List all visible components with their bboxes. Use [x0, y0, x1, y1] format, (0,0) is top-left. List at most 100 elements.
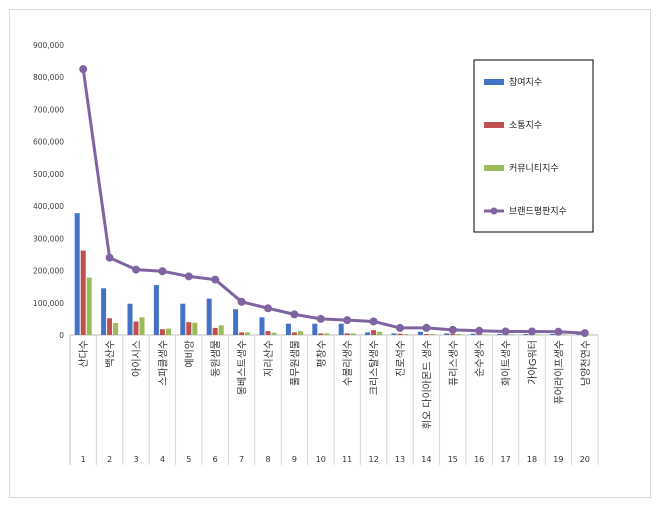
line-point [237, 297, 246, 306]
line-point [475, 326, 484, 335]
bar [101, 288, 107, 335]
bar [497, 334, 503, 335]
category-index: 8 [265, 455, 270, 464]
bar [429, 334, 435, 335]
bar [259, 317, 265, 335]
category-label: 동원샘물 [210, 340, 222, 377]
line-point [580, 329, 589, 338]
bar [350, 333, 356, 335]
line-point [501, 327, 510, 336]
y-tick-label: 900,000 [33, 41, 64, 50]
legend-label: 브랜드평판지수 [509, 206, 567, 217]
category-index: 17 [501, 455, 511, 464]
category-index: 15 [448, 455, 458, 464]
category-label: 남양천연수 [580, 340, 592, 386]
category-label: 퓨리스생수 [448, 340, 460, 386]
bar [549, 334, 555, 335]
bar [206, 298, 212, 335]
category-label: 진로석수 [395, 340, 407, 377]
bar [344, 333, 350, 335]
bar [86, 277, 92, 335]
category-label: 순수생수 [474, 340, 486, 377]
category-index: 9 [292, 455, 297, 464]
y-tick-label: 200,000 [33, 267, 64, 276]
bar [391, 333, 397, 335]
bar [509, 334, 515, 335]
y-tick-label: 400,000 [33, 202, 64, 211]
line-point [290, 310, 299, 319]
legend-swatch [484, 122, 504, 128]
legend-swatch [490, 207, 498, 215]
category-index: 11 [342, 455, 352, 464]
bar [588, 334, 594, 336]
bar [212, 327, 218, 335]
category-label: 산다수 [78, 340, 90, 368]
category-index: 2 [107, 455, 112, 464]
line-point [528, 327, 536, 336]
y-tick-label: 0 [59, 331, 64, 340]
chart-frame: 0 100,000 200,000 300,000 400,000 500,000 600,… [9, 9, 651, 498]
y-tick-label: 100,000 [33, 299, 64, 308]
bar [165, 328, 171, 335]
bar [423, 334, 429, 335]
y-tick-label: 300,000 [33, 234, 64, 243]
bar [523, 334, 529, 335]
category-label: 스파클생수 [157, 340, 169, 386]
category-index: 18 [527, 455, 537, 464]
category-label: 지리산수 [263, 340, 275, 377]
bar [561, 334, 567, 335]
line-point [422, 323, 431, 332]
bar [312, 323, 318, 335]
line-point [396, 323, 404, 332]
line-point [158, 267, 167, 276]
y-tick-label: 600,000 [33, 138, 64, 147]
legend-label: 커뮤니티지수 [509, 163, 559, 174]
category-label: 수볼리생수 [342, 340, 354, 386]
category-label: 크리스탈생수 [368, 340, 381, 395]
category-index: 6 [213, 455, 218, 464]
bar [482, 334, 488, 335]
bar [159, 329, 165, 335]
category-label: 평창수 [316, 340, 328, 368]
bar [285, 323, 291, 335]
bar [271, 332, 277, 335]
bar [291, 332, 297, 335]
bar [456, 334, 462, 335]
category-label: 아이시스 [131, 340, 143, 377]
line-point [105, 253, 114, 262]
bar [186, 322, 192, 335]
bar [239, 332, 245, 335]
bar [127, 303, 133, 335]
category-index: 19 [553, 455, 563, 464]
legend-swatch [484, 165, 504, 171]
bar [318, 333, 324, 335]
bar [107, 318, 113, 335]
bar [324, 333, 330, 335]
line-point [132, 265, 140, 274]
line-point [184, 272, 193, 281]
category-index: 7 [239, 455, 244, 464]
legend-box [473, 59, 594, 233]
bar [365, 332, 371, 335]
category-label: 휘오 다이아몬드 생수 [421, 340, 433, 429]
bar [192, 322, 198, 335]
category-index: 13 [395, 455, 405, 464]
category-index: 4 [160, 455, 165, 464]
category-index: 3 [133, 455, 138, 464]
line-point [79, 65, 88, 74]
category-label: 가야G워터 [526, 340, 539, 385]
bar [265, 331, 271, 335]
bar [180, 303, 186, 335]
line-point [316, 314, 325, 323]
category-label: 예비앙 [184, 340, 196, 368]
bar [139, 317, 145, 335]
legend-label: 소통지수 [509, 120, 542, 131]
category-index: 14 [421, 455, 431, 464]
bar [377, 331, 383, 335]
line-point [448, 325, 457, 334]
bar [397, 333, 403, 335]
y-tick-label: 500,000 [33, 170, 64, 179]
bar [297, 331, 303, 335]
category-label: 몽베스트생수 [237, 340, 249, 395]
line-point [264, 304, 272, 313]
